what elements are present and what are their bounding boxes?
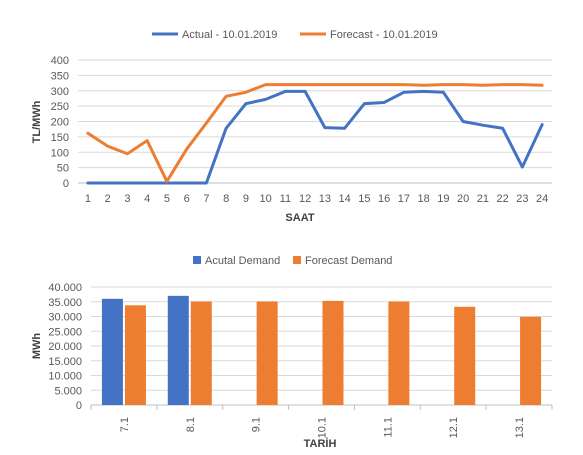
bar-chart-x-axis-title: TARİH bbox=[304, 437, 337, 450]
bar-chart-y-tick-label: 35.000 bbox=[48, 297, 82, 309]
line-chart-x-tick-label: 17 bbox=[398, 193, 410, 205]
forecast-demand-bar bbox=[520, 316, 542, 405]
line-chart-gridlines bbox=[78, 59, 552, 184]
line-chart-y-tick-labels: 0 50 100 150 200 250 300 350 400 bbox=[51, 55, 69, 190]
forecast-demand-bar bbox=[124, 305, 146, 405]
line-chart-x-tick-label: 22 bbox=[497, 193, 509, 205]
bar-chart-bars bbox=[101, 295, 542, 405]
line-chart-y-tick-label: 400 bbox=[51, 55, 69, 67]
line-chart-x-tick-label: 9 bbox=[243, 193, 249, 205]
forecast-demand-bar bbox=[322, 300, 344, 405]
line-chart-y-tick-label: 50 bbox=[57, 163, 69, 175]
line-chart-x-tick-label: 12 bbox=[299, 193, 311, 205]
bar-chart-legend: Acutal Demand Forecast Demand bbox=[193, 255, 392, 267]
line-chart-series bbox=[86, 83, 544, 185]
line-chart-y-tick-label: 0 bbox=[63, 178, 69, 190]
line-chart-x-tick-labels: 1 2 3 4 5 6 7 8 9 10 11 12 13 14 15 16 17 18 19 20 21 22 23 24 bbox=[85, 193, 548, 205]
legend-label-forecast: Forecast - 10.01.2019 bbox=[330, 29, 438, 41]
line-chart-x-tick-label: 14 bbox=[339, 193, 351, 205]
forecast-demand-bar bbox=[454, 306, 476, 405]
bar-chart-x-tick-label: 11.1 bbox=[382, 417, 394, 438]
line-chart-x-tick-label: 11 bbox=[280, 193, 291, 205]
line-chart-x-tick-label: 3 bbox=[124, 193, 130, 205]
bar-chart-x-tick-label: 8.1 bbox=[185, 417, 197, 432]
bar-chart-x-tick-label: 9.1 bbox=[251, 417, 263, 432]
line-chart-y-tick-label: 300 bbox=[51, 86, 69, 98]
bar-chart-y-tick-labels: 0 5.000 10.000 15.000 20.000 25.000 30.000 35.0… bbox=[48, 282, 82, 412]
line-chart-x-tick-label: 20 bbox=[457, 193, 469, 205]
bar-chart-x-tick-label: 13.1 bbox=[514, 417, 526, 438]
line-chart-x-tick-label: 16 bbox=[378, 193, 390, 205]
bar-chart-gridlines bbox=[90, 286, 553, 410]
line-chart-y-tick-label: 250 bbox=[51, 101, 69, 113]
line-chart-x-tick-label: 7 bbox=[203, 193, 209, 205]
bar-chart-x-tick-labels: 7.1 8.1 9.1 10.1 11.1 12.1 13.1 bbox=[119, 417, 526, 438]
line-chart-legend: Actual - 10.01.2019 Forecast - 10.01.201… bbox=[152, 29, 438, 41]
bar-chart-y-tick-label: 10.000 bbox=[48, 371, 82, 383]
line-chart-x-tick-label: 8 bbox=[223, 193, 229, 205]
forecast-demand-bar bbox=[388, 301, 410, 405]
bar-chart-x-tick-label: 12.1 bbox=[448, 417, 460, 438]
line-chart-x-tick-label: 15 bbox=[358, 193, 370, 205]
line-chart-y-tick-label: 350 bbox=[51, 70, 69, 82]
bar-chart-y-tick-label: 40.000 bbox=[48, 282, 82, 294]
line-chart-x-tick-label: 10 bbox=[260, 193, 272, 205]
forecast-demand-bar bbox=[256, 301, 278, 405]
actual-series-line bbox=[86, 89, 544, 185]
line-chart-x-tick-label: 4 bbox=[144, 193, 150, 205]
line-chart-y-tick-label: 100 bbox=[51, 147, 69, 159]
line-chart-x-tick-label: 6 bbox=[184, 193, 190, 205]
forecast-demand-bar bbox=[190, 301, 212, 405]
bar-chart-y-tick-label: 5.000 bbox=[54, 385, 82, 397]
line-chart-x-tick-label: 13 bbox=[319, 193, 331, 205]
line-chart-y-tick-label: 200 bbox=[51, 117, 69, 129]
line-chart-x-tick-label: 19 bbox=[437, 193, 449, 205]
legend-swatch-actual-demand bbox=[193, 256, 201, 264]
line-chart-x-tick-label: 24 bbox=[536, 193, 548, 205]
line-chart-y-axis-title: TL/MWh bbox=[31, 100, 43, 143]
bar-chart-y-tick-label: 15.000 bbox=[48, 356, 82, 368]
line-chart-x-tick-label: 21 bbox=[477, 193, 489, 205]
forecast-series-line bbox=[86, 83, 544, 183]
bar-chart-x-tick-label: 10.1 bbox=[317, 417, 329, 438]
line-chart: Actual - 10.01.2019 Forecast - 10.01.201… bbox=[31, 29, 552, 224]
bar-chart-y-tick-label: 25.000 bbox=[48, 326, 82, 338]
line-chart-x-tick-label: 5 bbox=[164, 193, 170, 205]
legend-label-forecast-demand: Forecast Demand bbox=[305, 255, 392, 267]
bar-chart-x-tick-label: 7.1 bbox=[119, 417, 131, 432]
bar-chart: Acutal Demand Forecast Demand 0 5.000 10.0… bbox=[31, 255, 553, 450]
line-chart-x-axis-title: SAAT bbox=[285, 212, 314, 224]
actual-demand-bar bbox=[101, 298, 123, 405]
bar-chart-y-axis-title: MWh bbox=[31, 333, 43, 360]
line-chart-x-tick-label: 18 bbox=[418, 193, 430, 205]
line-chart-x-tick-label: 2 bbox=[105, 193, 111, 205]
line-chart-x-tick-label: 1 bbox=[85, 193, 91, 205]
actual-demand-bar bbox=[167, 295, 189, 405]
legend-swatch-forecast-demand bbox=[293, 256, 301, 264]
legend-label-actual: Actual - 10.01.2019 bbox=[182, 29, 277, 41]
bar-chart-y-tick-label: 0 bbox=[76, 400, 82, 412]
bar-chart-y-tick-label: 20.000 bbox=[48, 341, 82, 353]
legend-label-actual-demand: Acutal Demand bbox=[205, 255, 280, 267]
line-chart-y-tick-label: 150 bbox=[51, 132, 69, 144]
line-chart-x-tick-label: 23 bbox=[516, 193, 528, 205]
bar-chart-y-tick-label: 30.000 bbox=[48, 312, 82, 324]
